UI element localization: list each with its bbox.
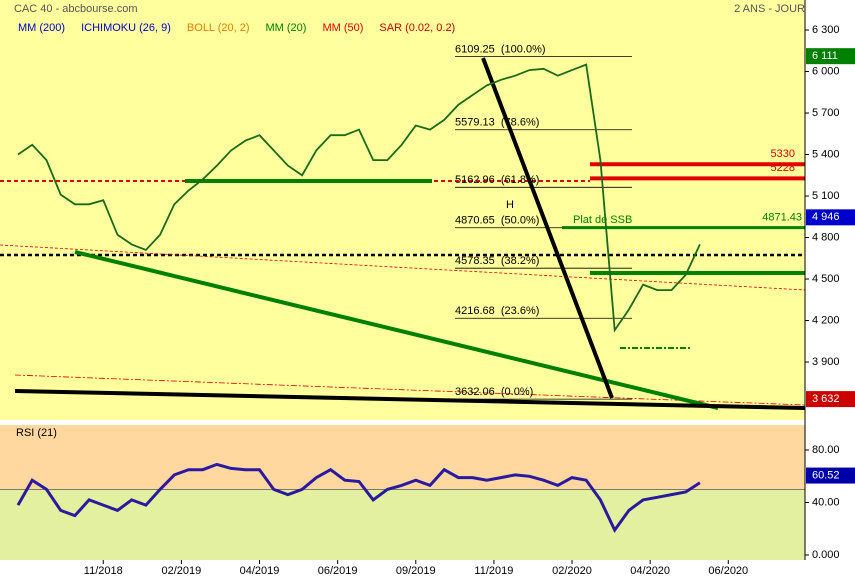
price-box-label: 60.52 (812, 469, 840, 481)
x-tick-label: 06/2019 (318, 565, 358, 577)
trend-line (0, 244, 806, 291)
fib-label: 6109.25 (100.0%) (455, 43, 546, 55)
legend-entry: ICHIMOKU (26, 9) (81, 22, 171, 34)
legend-entry: MM (50) (322, 22, 363, 34)
annotation: Plat de SSB (573, 214, 632, 226)
fib-label: 4870.65 (50.0%) (455, 215, 539, 227)
annotation: H (506, 199, 514, 211)
y-tick-label: 40.00 (812, 496, 840, 508)
price-panel (0, 0, 805, 420)
x-tick-label: 02/2020 (552, 565, 592, 577)
price-box-label: 6 111 (812, 50, 838, 62)
level-label: 5330 (771, 148, 795, 160)
fib-label: 5579.13 (78.6%) (455, 117, 539, 129)
y-tick-label: 4 500 (812, 273, 840, 285)
price-box (806, 209, 855, 226)
price-box (806, 467, 855, 484)
level-label: 5228 (771, 162, 795, 174)
trend-line (14, 389, 806, 410)
y-tick-label: 4 800 (812, 231, 840, 243)
trend-line (74, 250, 719, 410)
x-tick-label: 11/2019 (474, 565, 513, 577)
chart-subtitle: 2 ANS - JOUR (734, 3, 805, 15)
series-line (17, 63, 701, 333)
y-tick-label: 0.000 (812, 549, 840, 561)
legend-entry: BOLL (20, 2) (187, 22, 250, 34)
y-tick-label: 5 100 (812, 190, 840, 202)
fib-label: 5162.96 (61.8%) (455, 174, 539, 186)
price-box-label: 4 946 (812, 211, 840, 223)
price-box (806, 391, 855, 408)
x-tick-label: 11/2018 (84, 565, 123, 577)
legend-entry: MM (20) (266, 22, 307, 34)
fib-label: 4216.68 (23.6%) (455, 305, 539, 317)
x-tick-label: 04/2019 (240, 565, 280, 577)
rsi-zone (0, 425, 805, 490)
chart-title: CAC 40 - abcbourse.com (14, 3, 138, 15)
level-label: 4871.43 (762, 212, 802, 224)
y-tick-label: 3 900 (812, 356, 840, 368)
fib-label: 3632.06 (0.0%) (455, 386, 533, 398)
y-tick-label: 6 000 (812, 65, 840, 77)
price-box-label: 3 632 (812, 393, 840, 405)
y-tick-label: 6 300 (812, 24, 840, 36)
legend-entry: SAR (0.02, 0.2) (379, 22, 455, 34)
y-tick-label: 5 700 (812, 107, 840, 119)
price-box (806, 48, 855, 65)
x-tick-label: 02/2019 (162, 565, 202, 577)
rsi-title: RSI (21) (16, 427, 57, 439)
x-tick-label: 09/2019 (396, 565, 436, 577)
y-tick-label: 5 400 (812, 148, 840, 160)
y-tick-label: 4 200 (812, 314, 840, 326)
rsi-zone (0, 425, 805, 490)
marks: CAC 40 - abcbourse.com 2 ANS - JOUR MM (20… (14, 0, 855, 577)
series-line (16, 462, 701, 534)
fib-label: 4578.35 (38.2%) (455, 255, 539, 267)
x-tick-label: 04/2020 (630, 565, 670, 577)
x-tick-label: 06/2020 (708, 565, 748, 577)
legend-entry: MM (200) (18, 22, 65, 34)
y-tick-label: 80.00 (812, 444, 840, 456)
